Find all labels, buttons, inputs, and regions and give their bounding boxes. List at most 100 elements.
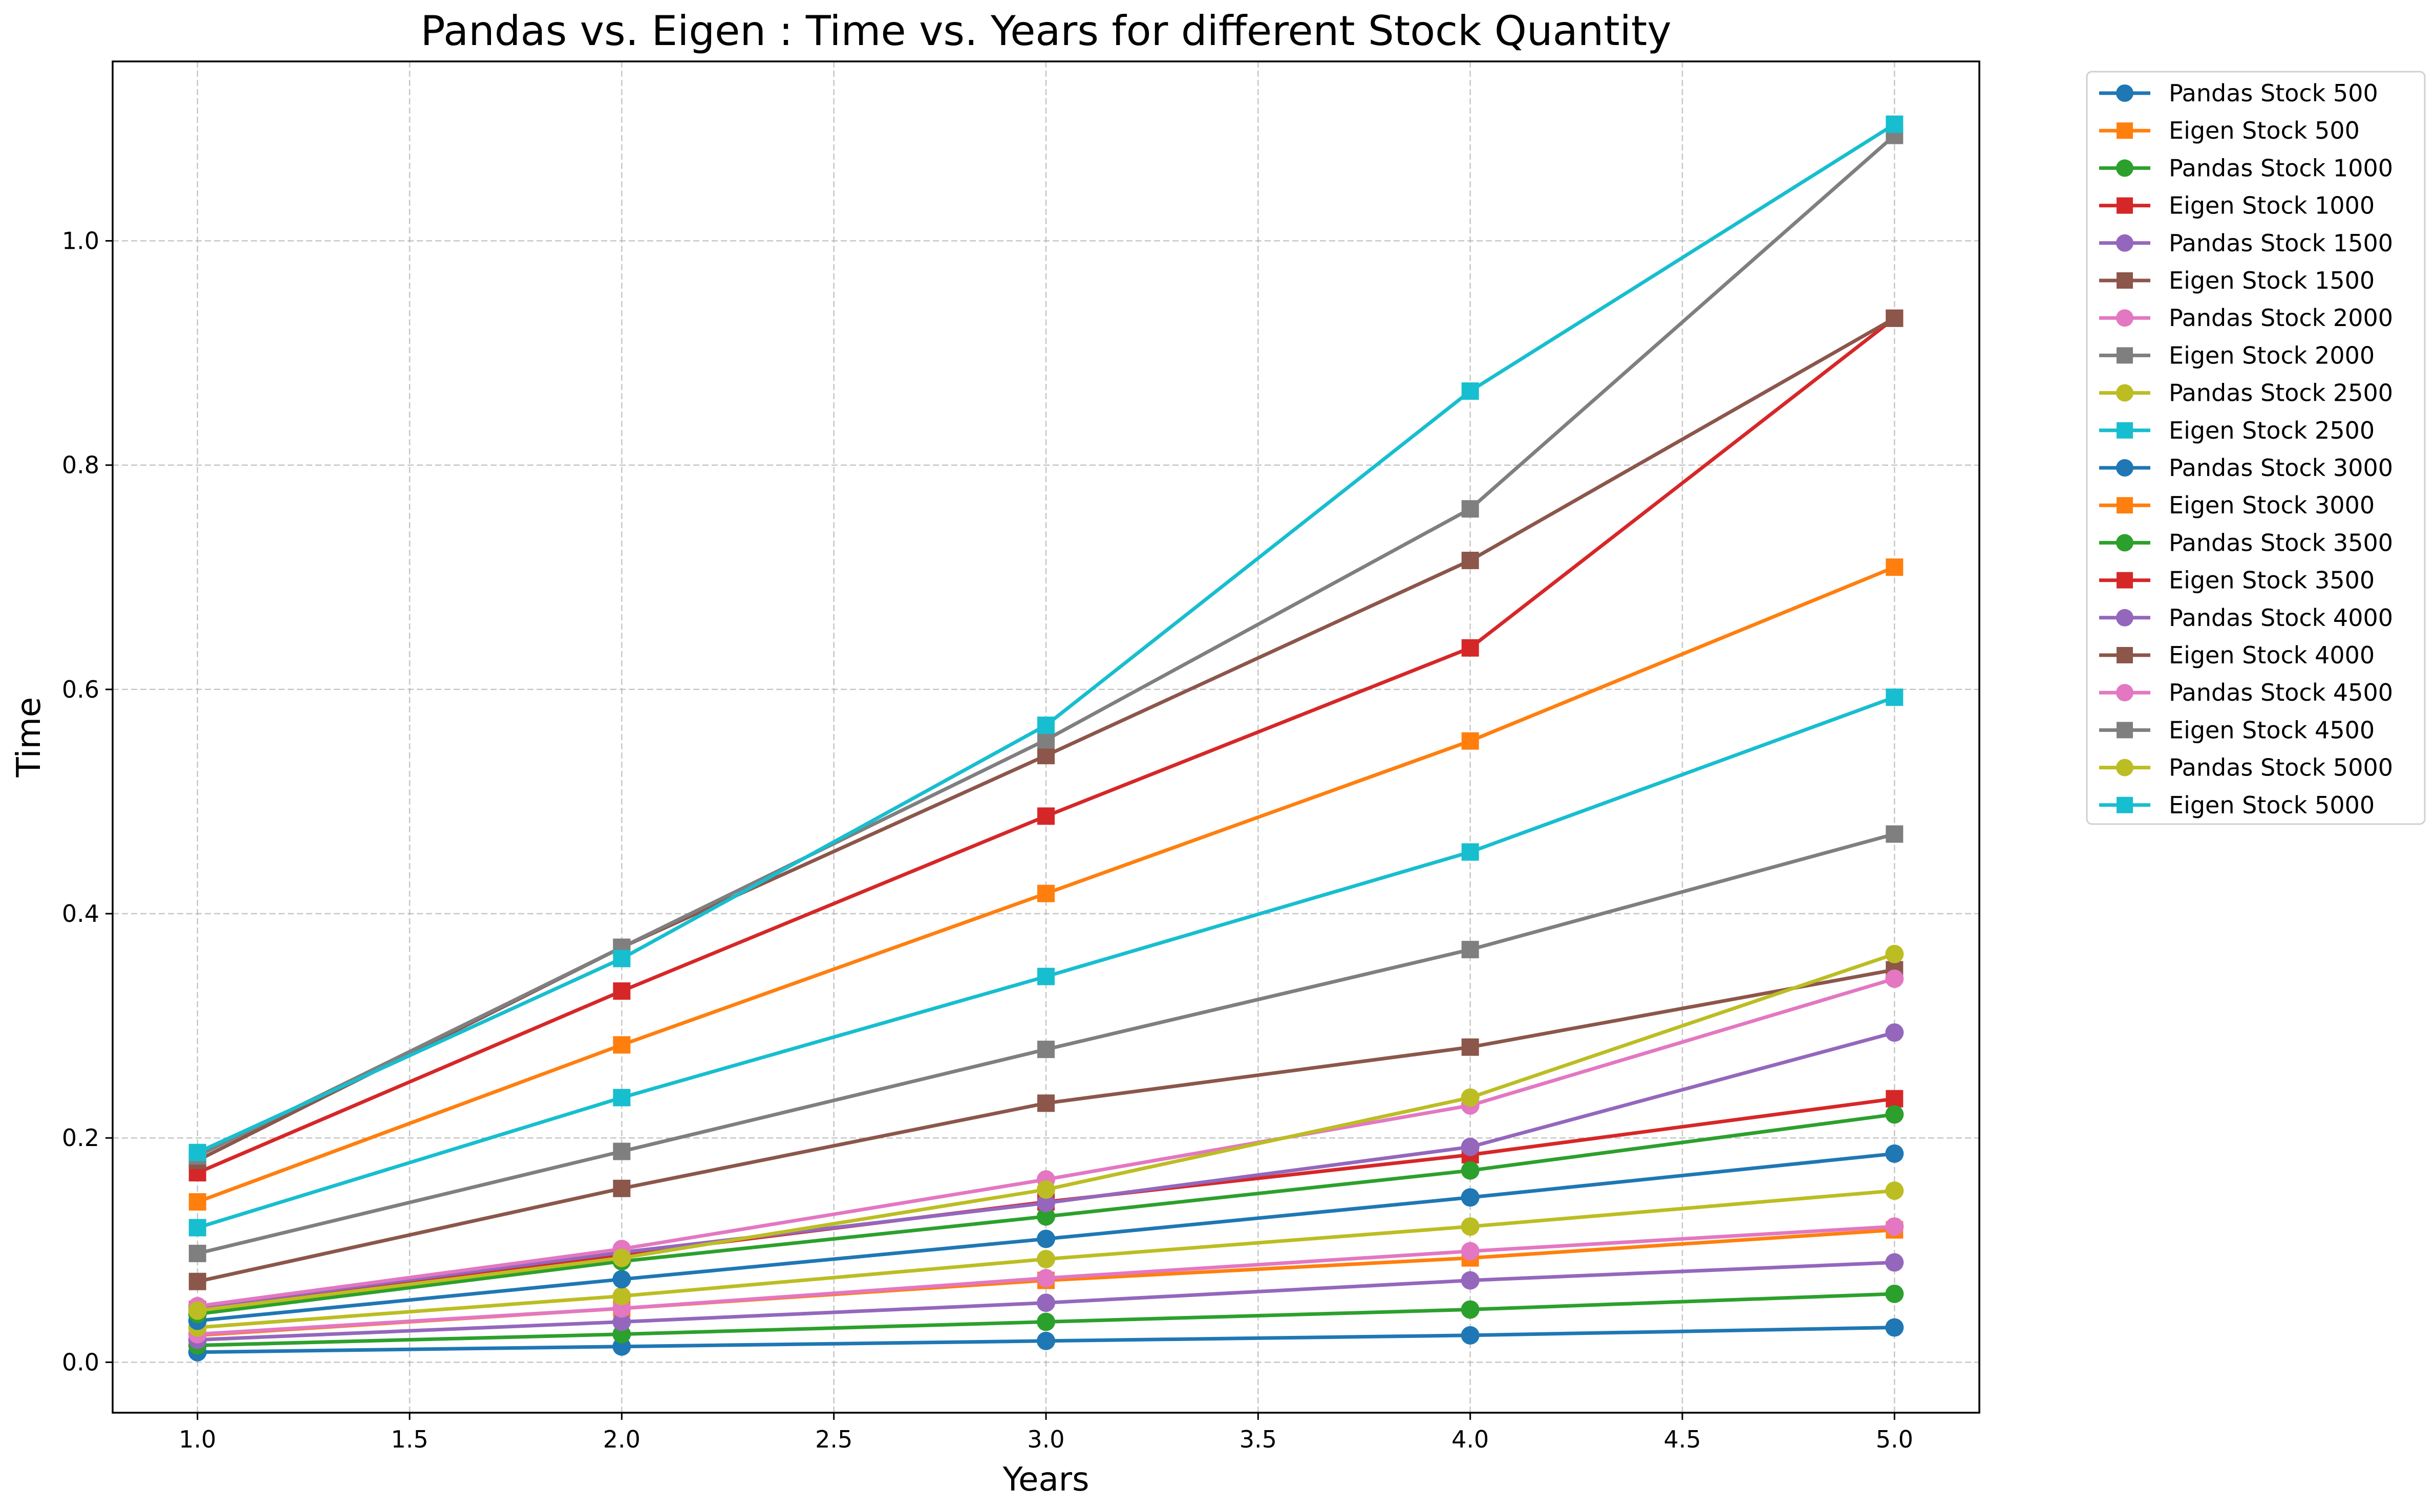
- legend-item: Pandas Stock 4500: [2099, 679, 2393, 706]
- x-tick-label: 2.5: [815, 1425, 852, 1453]
- data-point: [1037, 1331, 1055, 1350]
- legend-swatch-marker: [2116, 84, 2133, 102]
- data-point: [1037, 1041, 1055, 1059]
- data-point: [1885, 1181, 1904, 1200]
- data-point: [188, 1301, 207, 1320]
- data-point: [1037, 1249, 1055, 1268]
- legend-label: Pandas Stock 1000: [2169, 154, 2393, 182]
- legend-item: Eigen Stock 500: [2099, 117, 2360, 144]
- data-point: [1461, 1300, 1480, 1319]
- data-point: [1886, 558, 1904, 576]
- series-eigen-stock-2500: [188, 688, 1904, 1237]
- y-tick-label: 0.6: [62, 676, 99, 703]
- legend-item: Pandas Stock 3000: [2099, 454, 2393, 482]
- grid: [113, 61, 1979, 1413]
- series-pandas-stock-1500: [188, 1253, 1904, 1349]
- data-point: [1037, 1312, 1055, 1331]
- data-point: [1037, 1194, 1055, 1213]
- legend-swatch-marker: [2116, 234, 2133, 252]
- x-tick-label: 4.5: [1663, 1425, 1701, 1453]
- x-tick-label: 1.0: [179, 1425, 216, 1453]
- data-point: [1885, 1023, 1904, 1042]
- data-point: [188, 1219, 206, 1237]
- data-point: [1461, 500, 1479, 518]
- data-point: [1885, 1217, 1904, 1236]
- series-group: [188, 115, 1904, 1362]
- legend-item: Pandas Stock 3500: [2099, 529, 2393, 556]
- legend-label: Eigen Stock 500: [2169, 117, 2360, 144]
- data-point: [612, 1287, 631, 1306]
- data-point: [1886, 688, 1904, 706]
- legend-swatch-marker: [2117, 272, 2133, 289]
- data-point: [1037, 1207, 1055, 1226]
- legend-item: Pandas Stock 1500: [2099, 229, 2393, 257]
- legend-label: Pandas Stock 5000: [2169, 754, 2393, 782]
- legend-label: Pandas Stock 3000: [2169, 454, 2393, 482]
- y-tick-label: 0.2: [62, 1124, 99, 1152]
- data-point: [1037, 884, 1055, 902]
- data-point: [1461, 1038, 1479, 1056]
- data-point: [1885, 944, 1904, 963]
- legend-swatch-marker: [2117, 422, 2133, 439]
- y-tick-label: 1.0: [62, 227, 99, 255]
- data-point: [1886, 1090, 1904, 1108]
- data-point: [1037, 731, 1055, 749]
- legend-label: Pandas Stock 1500: [2169, 229, 2393, 257]
- data-point: [1461, 1271, 1480, 1290]
- data-point: [1886, 115, 1904, 133]
- legend-item: Eigen Stock 1000: [2099, 192, 2375, 220]
- legend-label: Eigen Stock 1000: [2169, 192, 2375, 220]
- series-eigen-stock-5000: [188, 115, 1904, 1161]
- legend-item: Pandas Stock 5000: [2099, 754, 2393, 782]
- y-tick-label: 0.4: [62, 900, 99, 927]
- legend-swatch-marker: [2117, 647, 2133, 663]
- data-point: [1037, 1180, 1055, 1199]
- data-point: [613, 1089, 631, 1107]
- legend-label: Eigen Stock 4000: [2169, 641, 2375, 669]
- legend-label: Eigen Stock 2500: [2169, 417, 2375, 444]
- legend-label: Eigen Stock 2000: [2169, 341, 2375, 369]
- chart-title: Pandas vs. Eigen : Time vs. Years for di…: [420, 7, 1671, 55]
- data-point: [1885, 1318, 1904, 1337]
- x-tick-label: 4.0: [1451, 1425, 1489, 1453]
- data-point: [1037, 1269, 1055, 1288]
- legend-swatch-marker: [2117, 347, 2133, 364]
- legend-swatch-marker: [2116, 684, 2133, 702]
- x-axis: 1.0 1.5 2.0 2.5 3.0 3.5 4.0 4.5 5.0: [179, 1413, 1913, 1453]
- data-point: [1037, 807, 1055, 825]
- legend-label: Pandas Stock 4000: [2169, 604, 2393, 632]
- x-tick-label: 3.5: [1240, 1425, 1277, 1453]
- data-point: [1037, 1094, 1055, 1112]
- x-tick-label: 3.0: [1027, 1425, 1064, 1453]
- legend-label: Eigen Stock 4500: [2169, 716, 2375, 744]
- legend-item: Eigen Stock 4000: [2099, 641, 2375, 669]
- data-point: [1461, 1326, 1480, 1345]
- legend-frame: [2086, 71, 2426, 825]
- legend-label: Pandas Stock 2000: [2169, 304, 2393, 332]
- legend-swatch-marker: [2116, 384, 2133, 402]
- data-point: [1037, 1229, 1055, 1248]
- data-point: [1037, 747, 1055, 765]
- data-point: [612, 1248, 631, 1267]
- series-eigen-stock-2000: [188, 825, 1904, 1262]
- legend-item: Eigen Stock 1500: [2099, 267, 2375, 294]
- legend-swatch-marker: [2116, 609, 2133, 627]
- data-point: [1885, 969, 1904, 988]
- legend-swatch-marker: [2116, 534, 2133, 552]
- legend-item: Eigen Stock 2500: [2099, 417, 2375, 444]
- data-point: [1461, 1242, 1480, 1261]
- legend-item: Pandas Stock 2500: [2099, 379, 2393, 407]
- legend-label: Pandas Stock 4500: [2169, 679, 2393, 706]
- data-point: [188, 1244, 206, 1262]
- legend-label: Pandas Stock 500: [2169, 79, 2378, 107]
- data-point: [1037, 1293, 1055, 1312]
- x-tick-label: 5.0: [1876, 1425, 1913, 1453]
- data-point: [613, 1142, 631, 1160]
- series-pandas-stock-2500: [188, 1181, 1904, 1337]
- y-axis-label: Time: [10, 697, 48, 778]
- data-point: [1461, 551, 1479, 569]
- legend-item: Pandas Stock 500: [2099, 79, 2378, 107]
- y-tick-label: 0.8: [62, 451, 99, 479]
- legend-label: Eigen Stock 3000: [2169, 491, 2375, 519]
- legend-label: Eigen Stock 5000: [2169, 791, 2375, 819]
